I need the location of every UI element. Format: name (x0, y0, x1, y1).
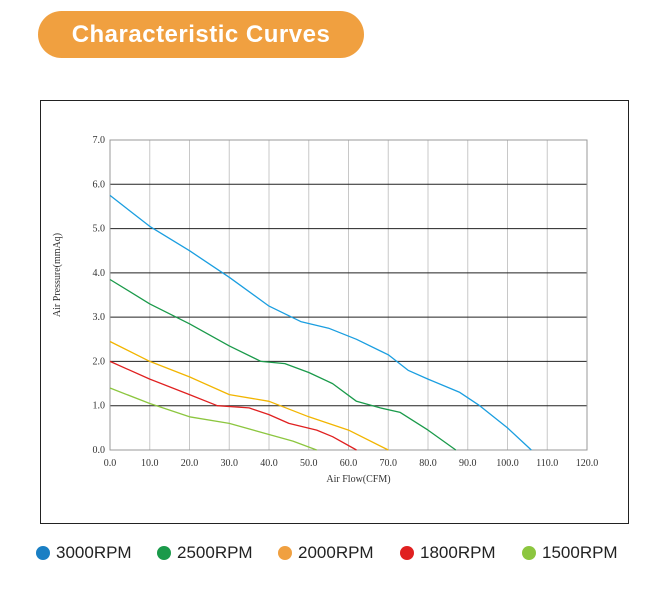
x-tick-label: 10.0 (141, 458, 159, 469)
legend-label: 3000RPM (56, 543, 132, 562)
legend-dot-icon (400, 546, 414, 560)
y-tick-label: 3.0 (93, 312, 106, 323)
series-line-1500rpm (109, 387, 317, 451)
x-tick-label: 40.0 (260, 458, 278, 469)
y-tick-label: 7.0 (93, 135, 106, 146)
x-tick-label: 120.0 (576, 458, 599, 469)
legend-label: 2000RPM (298, 543, 374, 562)
x-tick-label: 30.0 (221, 458, 239, 469)
y-tick-label: 5.0 (93, 224, 106, 235)
legend-item-1800rpm: 1800RPM (400, 543, 496, 563)
legend-dot-icon (36, 546, 50, 560)
x-tick-label: 70.0 (380, 458, 398, 469)
legend-item-2000rpm: 2000RPM (278, 543, 374, 563)
x-axis-label: Air Flow(CFM) (326, 474, 390, 485)
y-tick-label: 2.0 (93, 356, 106, 367)
x-tick-label: 90.0 (459, 458, 477, 469)
chart-frame (40, 100, 629, 524)
page-title: Characteristic Curves (71, 20, 331, 48)
legend-label: 1800RPM (420, 543, 496, 562)
legend-item-3000rpm: 3000RPM (36, 543, 132, 563)
x-tick-label: 0.0 (104, 458, 117, 469)
series-line-1800rpm (109, 360, 357, 451)
y-axis-label: Air Pressure(mmAq) (52, 233, 63, 317)
x-tick-label: 50.0 (300, 458, 318, 469)
legend-dot-icon (278, 546, 292, 560)
y-tick-label: 6.0 (93, 179, 106, 190)
x-tick-label: 80.0 (419, 458, 437, 469)
x-tick-label: 60.0 (340, 458, 358, 469)
legend: 3000RPM 2500RPM 2000RPM 1800RPM 1500RPM (0, 543, 665, 569)
x-tick-label: 100.0 (496, 458, 519, 469)
plot-area-border (109, 139, 588, 451)
legend-label: 2500RPM (177, 543, 253, 562)
legend-label: 1500RPM (542, 543, 618, 562)
legend-item-2500rpm: 2500RPM (157, 543, 253, 563)
y-tick-label: 1.0 (93, 401, 106, 412)
title-banner: Characteristic Curves (38, 11, 364, 58)
legend-item-1500rpm: 1500RPM (522, 543, 618, 563)
series-line-2000rpm (109, 340, 389, 451)
x-tick-label: 110.0 (536, 458, 558, 469)
y-tick-label: 0.0 (93, 445, 106, 456)
legend-dot-icon (522, 546, 536, 560)
series-line-3000rpm (109, 194, 532, 451)
y-tick-label: 4.0 (93, 268, 106, 279)
x-tick-label: 20.0 (181, 458, 199, 469)
series-line-2500rpm (109, 278, 457, 451)
legend-dot-icon (157, 546, 171, 560)
